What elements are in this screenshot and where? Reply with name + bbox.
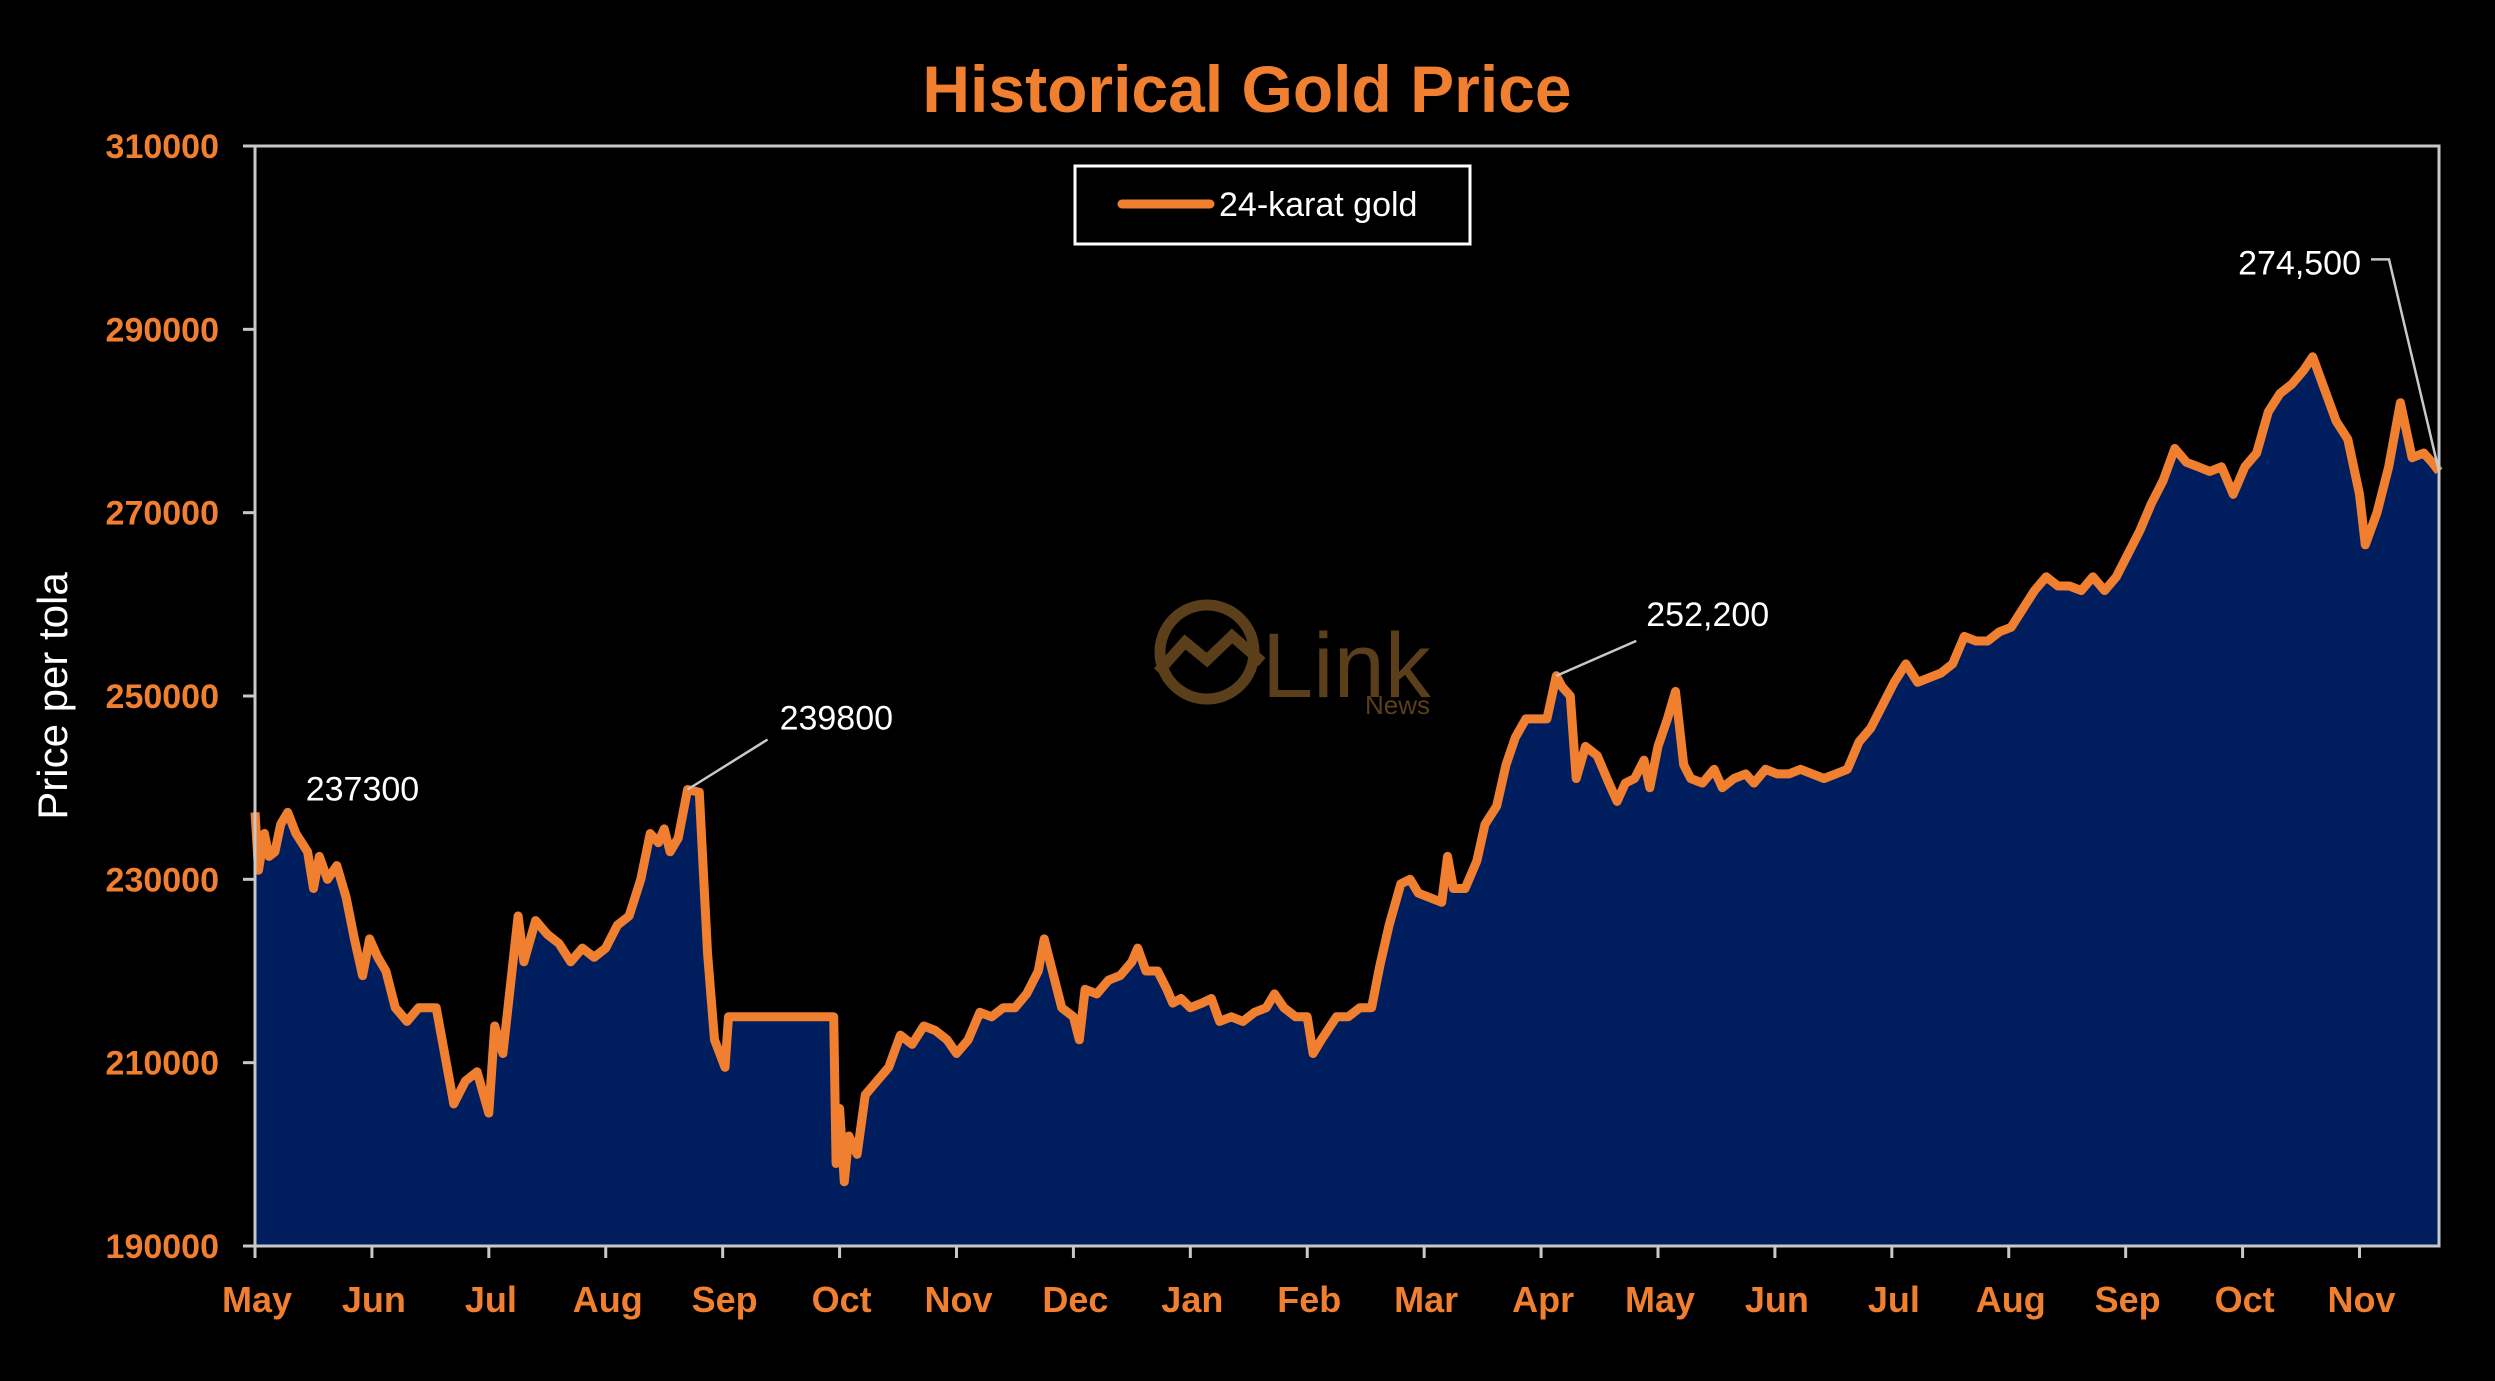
y-tick-label: 230000 (106, 861, 219, 899)
annotation-label: 237300 (306, 770, 419, 808)
watermark-chart-icon (1153, 628, 1266, 676)
annotation-leader (686, 738, 769, 791)
x-tick-label: Nov (924, 1279, 992, 1320)
watermark-sub: News (1365, 690, 1430, 720)
x-tick-label: Mar (1394, 1279, 1458, 1320)
x-tick-label: Apr (1512, 1279, 1574, 1320)
x-axis: May Jun Jul Aug Sep Oct Nov Dec Jan Feb Mar Apr May J… (222, 1246, 2396, 1320)
x-tick-label: Sep (2095, 1279, 2161, 1320)
x-tick-label: Aug (573, 1279, 643, 1320)
x-tick-label: Jun (1745, 1279, 1809, 1320)
annotation-label: 239800 (780, 700, 893, 738)
legend-box (1073, 164, 1472, 246)
annotation-label: 252,200 (1646, 596, 1769, 634)
y-tick-label: 290000 (106, 311, 219, 349)
y-axis-label: Price per tola (29, 572, 76, 820)
x-tick-label: Aug (1976, 1279, 2046, 1320)
watermark-brand: Link (1262, 615, 1432, 717)
x-tick-label: Oct (812, 1279, 872, 1320)
x-tick-label: Jan (1161, 1279, 1223, 1320)
chart-title: Historical Gold Price (922, 52, 1571, 126)
legend-label: 24-karat gold (1219, 186, 1417, 224)
y-tick-label: 310000 (106, 128, 219, 166)
y-tick-label: 190000 (106, 1228, 219, 1266)
x-tick-label: Sep (692, 1279, 758, 1320)
series-line-24-karat-gold (250, 352, 2443, 1187)
price-area-fill (255, 356, 2439, 1246)
x-tick-label: Oct (2215, 1279, 2275, 1320)
legend: 24-karat gold (1073, 164, 1472, 246)
annotations: 237300 239800 252,200 274,500 (306, 244, 2441, 808)
x-tick-label: Dec (1042, 1279, 1108, 1320)
y-tick-label: 270000 (106, 495, 219, 533)
annotation-label: 274,500 (2238, 244, 2361, 282)
x-tick-label: Feb (1277, 1279, 1341, 1320)
y-axis: 190000 210000 230000 250000 270000 290000 3100… (106, 128, 255, 1266)
annotation-leader (1555, 639, 1637, 677)
y-tick-label: 250000 (106, 678, 219, 716)
x-tick-label: Nov (2327, 1279, 2395, 1320)
watermark-logo: Link News (1153, 599, 1432, 720)
x-tick-label: Jun (342, 1279, 406, 1320)
x-tick-label: Jul (465, 1279, 517, 1320)
x-tick-label: May (222, 1279, 292, 1320)
x-tick-label: Jul (1868, 1279, 1920, 1320)
x-tick-label: May (1625, 1279, 1695, 1320)
annotation-leader (2371, 258, 2441, 472)
y-tick-label: 210000 (106, 1045, 219, 1083)
